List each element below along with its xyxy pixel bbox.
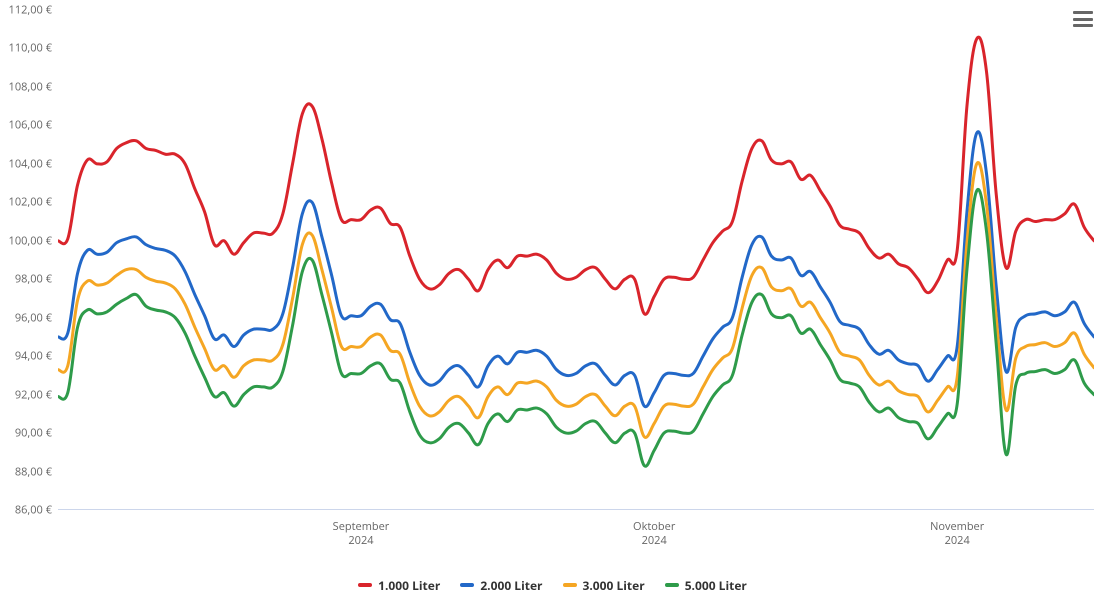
legend-label: 5.000 Liter bbox=[685, 577, 747, 594]
x-axis-tick-label: September 2024 bbox=[333, 520, 390, 549]
legend-swatch bbox=[665, 583, 679, 587]
legend-item-0[interactable]: 1.000 Liter bbox=[358, 577, 440, 594]
y-axis-tick-label: 90,00 € bbox=[15, 426, 52, 441]
y-axis-tick-label: 106,00 € bbox=[9, 118, 52, 133]
y-axis-tick-label: 96,00 € bbox=[15, 310, 52, 325]
y-axis-tick-label: 94,00 € bbox=[15, 349, 52, 364]
series-line-3 bbox=[58, 189, 1094, 466]
y-axis-tick-label: 86,00 € bbox=[15, 503, 52, 518]
y-axis-tick-label: 88,00 € bbox=[15, 464, 52, 479]
chart-svg bbox=[58, 10, 1094, 510]
y-axis-tick-label: 92,00 € bbox=[15, 387, 52, 402]
legend-swatch bbox=[460, 583, 474, 587]
y-axis-tick-label: 108,00 € bbox=[9, 79, 52, 94]
y-axis-tick-label: 112,00 € bbox=[9, 3, 52, 18]
series-line-0 bbox=[58, 37, 1094, 314]
chart-plot-area: 86,00 €88,00 €90,00 €92,00 €94,00 €96,00… bbox=[58, 10, 1094, 510]
y-axis-tick-label: 98,00 € bbox=[15, 272, 52, 287]
y-axis-tick-label: 104,00 € bbox=[9, 156, 52, 171]
price-chart: 86,00 € 88,00 € 90,00 € 92,00 € 94,00 € 96,00… bbox=[0, 0, 1105, 602]
legend-label: 3.000 Liter bbox=[583, 577, 645, 594]
legend-item-2[interactable]: 3.000 Liter bbox=[563, 577, 645, 594]
y-axis-tick-label: 110,00 € bbox=[9, 41, 52, 56]
legend-item-3[interactable]: 5.000 Liter bbox=[665, 577, 747, 594]
legend-item-1[interactable]: 2.000 Liter bbox=[460, 577, 542, 594]
legend-swatch bbox=[358, 583, 372, 587]
legend-swatch bbox=[563, 583, 577, 587]
legend-label: 2.000 Liter bbox=[480, 577, 542, 594]
series-line-1 bbox=[58, 132, 1094, 407]
y-axis-tick-label: 100,00 € bbox=[9, 233, 52, 248]
y-axis-tick-label: 102,00 € bbox=[9, 195, 52, 210]
chart-legend: 1.000 Liter 2.000 Liter 3.000 Liter 5.000 L… bbox=[0, 570, 1105, 594]
x-axis-tick-label: November 2024 bbox=[930, 520, 984, 549]
legend-label: 1.000 Liter bbox=[378, 577, 440, 594]
x-axis-tick-label: Oktober 2024 bbox=[633, 520, 675, 549]
